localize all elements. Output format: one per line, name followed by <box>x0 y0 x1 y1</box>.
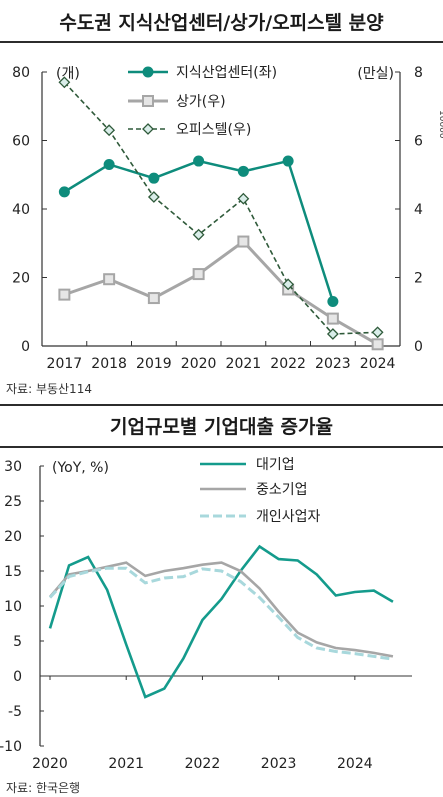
series-point-officetel <box>371 326 384 339</box>
series-point-knowledge <box>148 172 160 184</box>
x-tick-label: 2022 <box>185 756 221 772</box>
x-tick-label: 2020 <box>32 756 68 772</box>
right-unit-label: (만실) <box>357 66 394 82</box>
y-tick-label: 20 <box>4 529 22 545</box>
bottom-chart: 30 25 20 15 10 5 0 -5 -10 2020 2021 2022 2023 2024 (Yo… <box>0 457 412 772</box>
x-tick-label: 2017 <box>47 356 83 372</box>
left-unit-label: (개) <box>56 66 80 82</box>
top-chart: 0 20 40 60 80 0 2 4 6 8 2017 2018 2019 2020 2021 2022 20… <box>12 65 443 372</box>
series-point-retail <box>192 268 205 281</box>
legend-label-0: 대기업 <box>256 457 295 473</box>
bottom-top-rule <box>0 404 443 406</box>
series-point-knowledge <box>58 186 70 198</box>
y-tick-label: -5 <box>8 704 22 720</box>
series-line-1 <box>63 239 379 346</box>
y-right-tick-label: 8 <box>414 65 423 81</box>
series-point-retail <box>58 288 71 301</box>
x-tick-label: 2019 <box>136 356 172 372</box>
legend-marker-knowledge <box>142 66 154 78</box>
bottom-title-rule <box>0 446 443 448</box>
x-tick-label: 2018 <box>91 356 127 372</box>
series-line-0 <box>48 544 394 699</box>
series-point-officetel <box>282 278 295 291</box>
series-point-officetel <box>237 192 250 205</box>
series-point-knowledge <box>193 155 205 167</box>
y-right-tick-label: 2 <box>414 271 423 287</box>
x-tick-label: 2023 <box>315 356 351 372</box>
legend-label-1: 중소기업 <box>256 482 308 498</box>
y-right-tick-label: 6 <box>414 134 423 150</box>
x-tick-label: 2021 <box>226 356 262 372</box>
top-title-rule <box>0 41 443 43</box>
y-tick-label: 10 <box>4 599 22 615</box>
series-line-1 <box>49 561 394 658</box>
top-chart-title: 수도권 지식산업센터/상가/오피스텔 분양 <box>59 12 384 34</box>
legend-label-officetel: 오피스텔(우) <box>176 122 251 138</box>
series-point-officetel <box>192 228 205 241</box>
series-point-retail <box>371 338 384 351</box>
legend-label-2: 개인사업자 <box>256 509 321 525</box>
y-right-tick-label: 0 <box>414 339 423 355</box>
x-tick-label: 2024 <box>337 756 373 772</box>
series-point-officetel <box>326 328 339 340</box>
series-point-knowledge <box>327 295 339 307</box>
y-right-tick-label: 4 <box>414 202 423 218</box>
y-left-tick-label: 20 <box>12 271 30 287</box>
legend-label-retail: 상가(우) <box>176 94 226 110</box>
x-tick-label: 2023 <box>261 756 297 772</box>
series-point-officetel <box>58 76 71 89</box>
y-tick-label: 30 <box>4 459 22 475</box>
series-point-retail <box>326 312 339 325</box>
series-point-knowledge <box>282 155 294 167</box>
right-edge-text: 10000 <box>437 110 443 139</box>
series-point-knowledge <box>237 165 249 177</box>
series-point-officetel <box>147 191 160 203</box>
top-chart-source: 자료: 부동산114 <box>6 382 92 396</box>
legend-label-knowledge: 지식산업센터(좌) <box>176 65 277 81</box>
y-tick-label: 25 <box>4 494 22 510</box>
y-left-tick-label: 40 <box>12 202 30 218</box>
y-left-tick-label: 60 <box>12 134 30 150</box>
series-point-officetel <box>103 124 116 137</box>
y-tick-label: 0 <box>13 669 22 685</box>
series-point-knowledge <box>103 158 115 170</box>
series-line-2 <box>63 81 378 335</box>
x-tick-label: 2021 <box>108 756 144 772</box>
x-tick-label: 2024 <box>360 356 396 372</box>
x-tick-label: 2020 <box>181 356 217 372</box>
series-point-retail <box>103 273 116 286</box>
y-left-tick-label: 80 <box>12 65 30 81</box>
y-tick-label: 15 <box>4 564 22 580</box>
bottom-chart-source: 자료: 한국은행 <box>6 781 81 795</box>
bottom-chart-title: 기업규모별 기업대출 증가율 <box>110 416 333 438</box>
x-tick-label: 2022 <box>270 356 306 372</box>
series-point-retail <box>237 235 250 248</box>
series-line-2 <box>48 566 394 661</box>
y-tick-label: 5 <box>13 634 22 650</box>
y-left-tick-label: 0 <box>21 339 30 355</box>
y-tick-label: -10 <box>0 739 22 755</box>
series-point-retail <box>147 292 160 305</box>
legend-marker-retail <box>142 95 154 107</box>
unit-label: (YoY, %) <box>52 460 109 476</box>
legend-marker-officetel <box>142 123 154 135</box>
